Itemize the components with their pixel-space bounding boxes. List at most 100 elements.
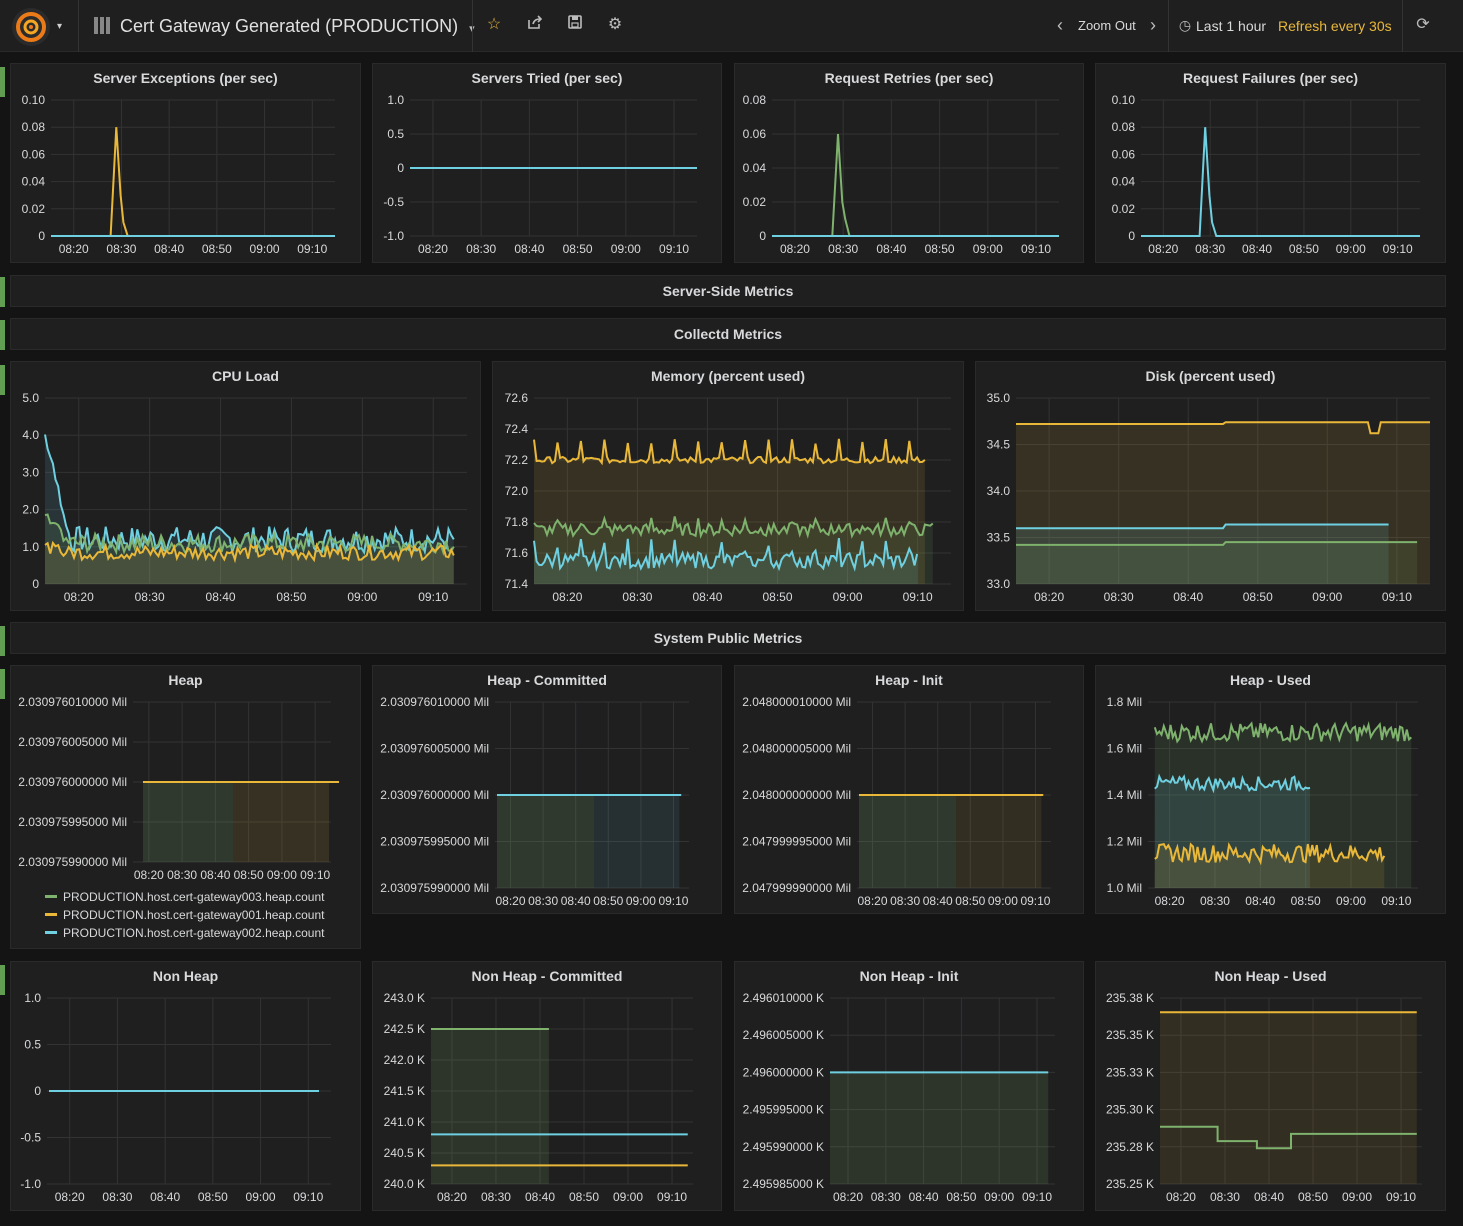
panel-non-heap-init[interactable]: Non Heap - Init 2.496010000 K 2.496005000…: [734, 961, 1084, 1211]
panel-request-failures[interactable]: Request Failures (per sec) 0.10 0.08 0.06 0…: [1095, 63, 1446, 263]
y-tick-label: -1.0: [20, 1177, 41, 1191]
panel-title[interactable]: Heap - Committed: [487, 672, 607, 688]
refresh-interval[interactable]: Refresh every 30s: [1278, 18, 1392, 34]
star-icon[interactable]: ☆: [486, 16, 502, 33]
y-tick-label: 3.0: [22, 465, 39, 479]
row-marker[interactable]: [0, 626, 5, 656]
panel-title[interactable]: Non Heap - Init: [859, 968, 959, 984]
row-marker[interactable]: [0, 365, 5, 395]
y-tick-label: 2.030976000000 Mil: [18, 775, 127, 789]
x-tick-label: 08:40: [923, 894, 953, 908]
panel-cpu-load[interactable]: CPU Load 5.0 4.0 3.0 2.0 1.0 0 08:20 08:30 08:40…: [10, 361, 481, 611]
dashboard-title[interactable]: Cert Gateway Generated (PRODUCTION) ▾: [94, 0, 475, 52]
panel-title[interactable]: Request Failures (per sec): [1182, 70, 1359, 86]
row-marker[interactable]: [0, 320, 5, 350]
series-area: [830, 1072, 1049, 1184]
panel-non-heap-committed[interactable]: Non Heap - Committed 243.0 K 242.5 K 242.0…: [372, 961, 722, 1211]
panel-title[interactable]: Non Heap: [152, 968, 219, 984]
panel-title[interactable]: Heap - Used: [1230, 672, 1311, 688]
panel-non-heap-used[interactable]: Non Heap - Used 235.38 K 235.35 K 235.33 K…: [1095, 961, 1446, 1211]
y-tick-label: 0.04: [743, 161, 767, 175]
row-marker[interactable]: [0, 277, 5, 307]
panel-heap-committed[interactable]: Heap - Committed 2.030976010000 Mil 2.030…: [372, 665, 722, 914]
panel-servers-tried[interactable]: Servers Tried (per sec) 1.0 0.5 0 -0.5 -1.0 0…: [372, 63, 722, 263]
y-tick-label: 235.30 K: [1106, 1103, 1154, 1117]
row-marker[interactable]: [0, 965, 5, 995]
x-tick-label: 09:10: [1020, 894, 1050, 908]
x-tick-label: 08:40: [561, 894, 591, 908]
y-tick-label: 2.030975990000 Mil: [18, 855, 127, 869]
panel-title[interactable]: Request Retries (per sec): [824, 70, 994, 86]
legend-label: PRODUCTION.host.cert-gateway001.heap.cou…: [63, 908, 325, 922]
x-tick-label: 09:00: [1336, 894, 1366, 908]
x-tick-label: 09:00: [611, 242, 641, 256]
share-icon[interactable]: [524, 14, 546, 36]
dashboard-title-text: Cert Gateway Generated (PRODUCTION): [120, 16, 459, 36]
y-tick-label: 72.6: [505, 391, 529, 405]
zoom-out-button[interactable]: Zoom Out: [1078, 18, 1136, 33]
x-tick-label: 09:10: [293, 1190, 323, 1204]
series-area: [859, 795, 956, 888]
x-tick-label: 09:10: [1386, 1190, 1416, 1204]
panel-title[interactable]: Servers Tried (per sec): [471, 70, 623, 86]
row-marker[interactable]: [0, 67, 5, 97]
y-tick-label: 2.030976010000 Mil: [380, 695, 489, 709]
x-tick-label: 08:50: [925, 242, 955, 256]
row-marker[interactable]: [0, 669, 5, 699]
row-title-collectd-metrics[interactable]: Collectd Metrics: [10, 318, 1446, 350]
panel-title[interactable]: Disk (percent used): [1145, 368, 1276, 384]
x-tick-label: 08:40: [876, 242, 906, 256]
y-tick-label: 2.496010000 K: [743, 991, 824, 1005]
x-tick-label: 08:20: [1155, 894, 1185, 908]
chart-cpu-load: 5.0 4.0 3.0 2.0 1.0 0 08:20 08:30 08:40 08:50 09:0…: [22, 391, 467, 604]
y-tick-label: 1.2 Mil: [1107, 835, 1142, 849]
time-range-picker[interactable]: Last 1 hour: [1196, 18, 1267, 34]
panel-title[interactable]: Memory (percent used): [650, 368, 806, 384]
grafana-logo-icon[interactable]: [12, 8, 50, 46]
panel-memory[interactable]: Memory (percent used) 72.6 72.4 72.2 72.0 71…: [492, 361, 964, 611]
x-tick-label: 08:50: [234, 868, 264, 882]
series-line: [44, 434, 455, 556]
x-tick-label: 09:00: [613, 1190, 643, 1204]
y-tick-label: 235.38 K: [1106, 991, 1154, 1005]
row-title-system-public-metrics[interactable]: System Public Metrics: [10, 622, 1446, 654]
divider: [472, 0, 473, 52]
gear-icon[interactable]: ⚙: [607, 16, 623, 33]
panel-heap-used[interactable]: Heap - Used 1.8 Mil 1.6 Mil 1.4 Mil 1.2 Mil…: [1095, 665, 1446, 914]
y-tick-label: 2.495995000 K: [743, 1103, 824, 1117]
panel-server-exceptions[interactable]: Server Exceptions (per sec) 0.10 0.08 0.06…: [10, 63, 361, 263]
y-tick-label: 0: [34, 1084, 41, 1098]
panel-title[interactable]: CPU Load: [212, 368, 279, 384]
save-icon[interactable]: [564, 14, 586, 36]
refresh-icon[interactable]: ⟳: [1416, 16, 1430, 33]
panel-title[interactable]: Non Heap - Committed: [471, 968, 623, 984]
x-tick-label: 08:50: [1243, 590, 1273, 604]
x-tick-label: 08:20: [780, 242, 810, 256]
chevron-right-icon[interactable]: ›: [1150, 15, 1156, 35]
chart-heap-committed: 2.030976010000 Mil 2.030976005000 Mil 2.03…: [380, 695, 689, 908]
y-tick-label: 0.06: [22, 147, 46, 161]
x-tick-label: 08:20: [1034, 590, 1064, 604]
x-tick-label: 08:50: [563, 242, 593, 256]
y-tick-label: 0.04: [1112, 175, 1136, 189]
legend-item[interactable]: PRODUCTION.host.cert-gateway001.heap.cou…: [45, 908, 324, 922]
panel-title[interactable]: Server Exceptions (per sec): [93, 70, 278, 86]
chevron-down-icon[interactable]: ▾: [57, 21, 63, 32]
chevron-left-icon[interactable]: ‹: [1057, 15, 1063, 35]
panel-disk[interactable]: Disk (percent used) 35.0 34.5 34.0 33.5 33.0…: [975, 361, 1446, 611]
panel-request-retries[interactable]: Request Retries (per sec) 0.08 0.06 0.04 0.…: [734, 63, 1084, 263]
y-tick-label: 33.5: [987, 531, 1011, 545]
series-line: [1016, 523, 1389, 530]
panel-title[interactable]: Heap - Init: [875, 672, 943, 688]
row-title-server-side-metrics[interactable]: Server-Side Metrics: [10, 275, 1446, 307]
y-tick-label: 0.08: [1112, 120, 1136, 134]
panel-title[interactable]: Non Heap - Used: [1214, 968, 1327, 984]
chart-request-retries: 0.08 0.06 0.04 0.02 0 08:20 08:30 08:40 08:50 09:…: [743, 93, 1059, 256]
panel-heap[interactable]: Heap 2.030976010000 Mil 2.030976005000 Mi…: [10, 665, 361, 949]
panel-non-heap[interactable]: Non Heap 1.0 0.5 0 -0.5 -1.0 08:20 08:30 08:40 0…: [10, 961, 361, 1211]
panel-title[interactable]: Heap: [168, 672, 203, 688]
x-tick-label: 08:20: [833, 1190, 863, 1204]
panel-heap-init[interactable]: Heap - Init 2.048000010000 Mil 2.04800000…: [734, 665, 1084, 914]
legend-item[interactable]: PRODUCTION.host.cert-gateway002.heap.cou…: [45, 926, 324, 940]
legend-item[interactable]: PRODUCTION.host.cert-gateway003.heap.cou…: [45, 890, 324, 904]
